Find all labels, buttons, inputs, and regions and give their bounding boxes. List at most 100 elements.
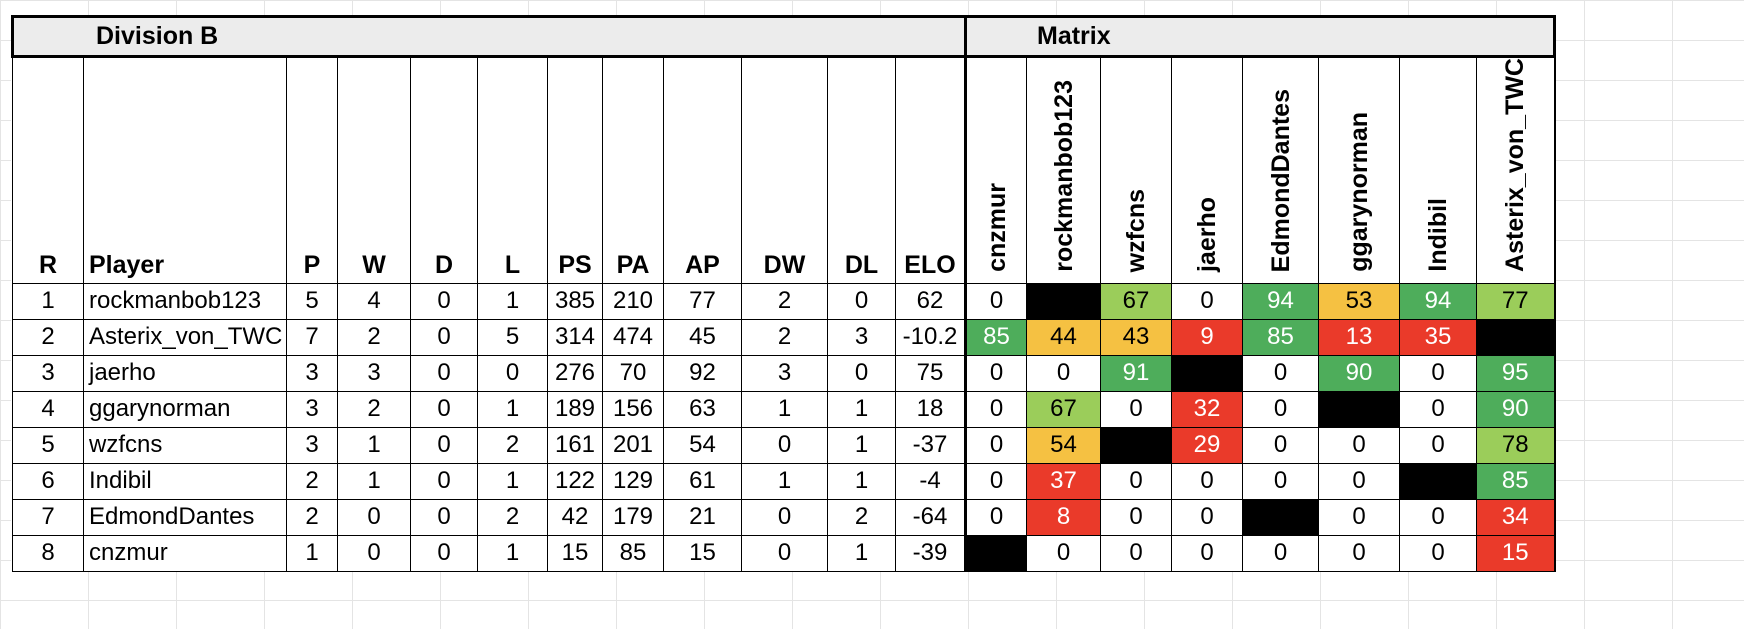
matrix-header-label: EdmondDantes	[1266, 88, 1295, 272]
matrix-cell: 77	[1476, 282, 1556, 320]
won-cell: 1	[337, 462, 411, 500]
matrix-cell: 44	[1026, 318, 1101, 356]
player-name-cell: cnzmur	[83, 534, 287, 572]
ps-cell: 385	[547, 282, 603, 320]
ps-cell: 15	[547, 534, 603, 572]
col-header-drawn: D	[410, 56, 478, 284]
lost-cell: 0	[477, 354, 548, 392]
matrix-cell: 43	[1100, 318, 1172, 356]
elo-cell: -10.2	[895, 318, 966, 356]
table-row: 3 jaerho 3 3 0 0 276 70 92 3 0 75 0 0 91 0 90 0 95	[12, 354, 1556, 392]
matrix-header-label: jaerho	[1193, 196, 1221, 272]
matrix-header-label: Indibil	[1424, 198, 1452, 272]
matrix-cell: 85	[1242, 318, 1319, 356]
drawn-cell: 0	[410, 282, 478, 320]
matrix-cell: 95	[1476, 354, 1556, 392]
col-header-dw: DW	[741, 56, 828, 284]
matrix-header-6: Indibil	[1399, 56, 1477, 284]
col-header-dl: DL	[827, 56, 896, 284]
rank-cell: 5	[12, 426, 84, 464]
matrix-cell: 0	[1318, 534, 1400, 572]
dl-cell: 1	[827, 462, 896, 500]
table-row: 2 Asterix_von_TWC 7 2 0 5 314 474 45 2 3 -10.2 85 44 4…	[12, 318, 1556, 356]
matrix-cell: 0	[1399, 498, 1477, 536]
won-cell: 2	[337, 390, 411, 428]
matrix-cell: 0	[1399, 390, 1477, 428]
col-header-played: P	[286, 56, 338, 284]
matrix-header-1: rockmanbob123	[1026, 56, 1101, 284]
table-row: 4 ggarynorman 3 2 0 1 189 156 63 1 1 18 0 67 0 32 0 0 90	[12, 390, 1556, 428]
table-row: 6 Indibil 2 1 0 1 122 129 61 1 1 -4 0 37 0 0 0 0 85	[12, 462, 1556, 500]
matrix-cell: 0	[1242, 390, 1319, 428]
drawn-cell: 0	[410, 318, 478, 356]
player-name-cell: ggarynorman	[83, 390, 287, 428]
matrix-header-4: EdmondDantes	[1242, 56, 1319, 284]
lost-cell: 1	[477, 390, 548, 428]
dl-cell: 1	[827, 534, 896, 572]
dw-cell: 0	[741, 534, 828, 572]
matrix-cell	[1476, 318, 1556, 356]
matrix-cell: 34	[1476, 498, 1556, 536]
matrix-cell: 0	[1318, 462, 1400, 500]
elo-cell: -39	[895, 534, 966, 572]
drawn-cell: 0	[410, 498, 478, 536]
dw-cell: 0	[741, 426, 828, 464]
col-header-player: Player	[83, 56, 287, 284]
rank-cell: 2	[12, 318, 84, 356]
rank-cell: 3	[12, 354, 84, 392]
matrix-header-label: rockmanbob123	[1049, 80, 1078, 272]
player-name-cell: EdmondDantes	[83, 498, 287, 536]
col-header-ap: AP	[663, 56, 742, 284]
player-name-cell: jaerho	[83, 354, 287, 392]
matrix-header-0: cnzmur	[964, 56, 1027, 284]
matrix-header-label: cnzmur	[982, 183, 1011, 272]
matrix-cell: 0	[1242, 354, 1319, 392]
ps-cell: 122	[547, 462, 603, 500]
table-row: 1 rockmanbob123 5 4 0 1 385 210 77 2 0 62 0 67 0 94 53 94…	[12, 282, 1556, 320]
matrix-header-label: ggarynorman	[1345, 112, 1373, 272]
matrix-cell: 0	[964, 498, 1027, 536]
pa-cell: 210	[602, 282, 664, 320]
matrix-cell: 29	[1171, 426, 1243, 464]
ap-cell: 92	[663, 354, 742, 392]
matrix-cell: 0	[1171, 282, 1243, 320]
matrix-cell: 13	[1318, 318, 1400, 356]
standings-table: Division B Matrix R Player P W D L PS PA…	[11, 15, 1556, 572]
matrix-cell: 0	[1171, 498, 1243, 536]
col-header-won: W	[337, 56, 411, 284]
played-cell: 7	[286, 318, 338, 356]
ps-cell: 42	[547, 498, 603, 536]
elo-cell: 75	[895, 354, 966, 392]
dw-cell: 0	[741, 498, 828, 536]
matrix-cell: 0	[964, 354, 1027, 392]
won-cell: 1	[337, 426, 411, 464]
col-header-rank: R	[12, 56, 84, 284]
matrix-cell: 0	[1318, 426, 1400, 464]
matrix-title: Matrix	[964, 15, 1556, 58]
lost-cell: 1	[477, 534, 548, 572]
lost-cell: 1	[477, 462, 548, 500]
ap-cell: 61	[663, 462, 742, 500]
dw-cell: 3	[741, 354, 828, 392]
drawn-cell: 0	[410, 462, 478, 500]
matrix-cell: 94	[1399, 282, 1477, 320]
dl-cell: 3	[827, 318, 896, 356]
matrix-cell: 54	[1026, 426, 1101, 464]
won-cell: 3	[337, 354, 411, 392]
elo-cell: -4	[895, 462, 966, 500]
played-cell: 2	[286, 498, 338, 536]
player-name-cell: wzfcns	[83, 426, 287, 464]
matrix-cell: 67	[1100, 282, 1172, 320]
matrix-cell: 0	[1399, 354, 1477, 392]
matrix-cell: 0	[1399, 426, 1477, 464]
dl-cell: 0	[827, 354, 896, 392]
ap-cell: 21	[663, 498, 742, 536]
player-name-cell: Asterix_von_TWC	[83, 318, 287, 356]
col-header-ps: PS	[547, 56, 603, 284]
rank-cell: 1	[12, 282, 84, 320]
ap-cell: 54	[663, 426, 742, 464]
matrix-cell: 0	[1026, 534, 1101, 572]
ap-cell: 45	[663, 318, 742, 356]
matrix-cell: 0	[964, 282, 1027, 320]
played-cell: 3	[286, 354, 338, 392]
